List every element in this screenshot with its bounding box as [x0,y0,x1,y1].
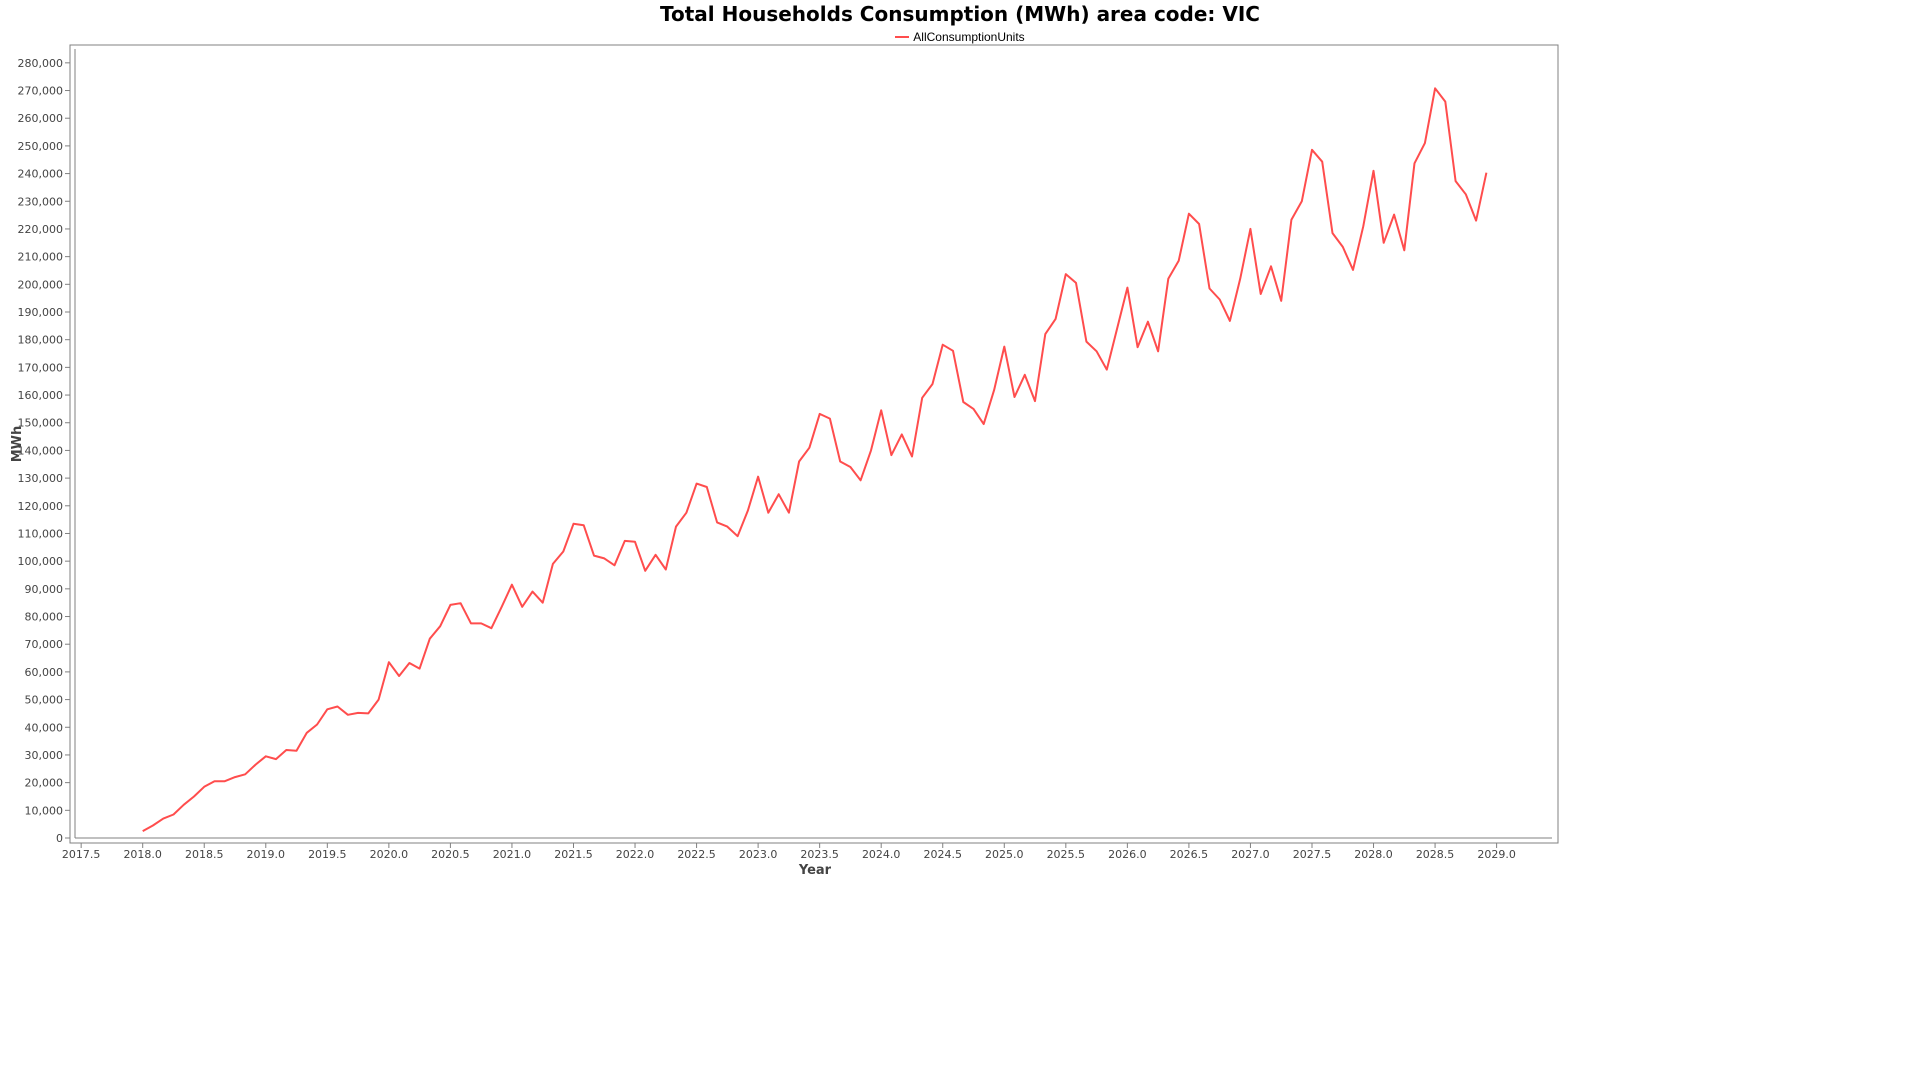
y-tick-label: 20,000 [25,777,64,790]
y-tick-label: 170,000 [18,361,64,374]
y-tick-label: 250,000 [18,140,64,153]
y-tick-label: 70,000 [25,638,64,651]
x-tick-label: 2023.5 [800,848,839,861]
x-axis-title: Year [798,863,832,878]
y-axis: 0 10,000 20,000 30,000 40,000 50,000 60,000 70,… [18,57,70,845]
x-tick-label: 2028.0 [1354,848,1393,861]
x-tick-label: 2020.0 [370,848,409,861]
y-tick-label: 110,000 [18,527,64,540]
x-tick-label: 2022.0 [616,848,655,861]
y-tick-label: 100,000 [18,555,64,568]
y-tick-label: 190,000 [18,306,64,319]
x-tick-label: 2020.5 [431,848,470,861]
y-tick-label: 50,000 [25,694,64,707]
x-tick-label: 2019.0 [247,848,286,861]
y-tick-label: 140,000 [18,444,64,457]
legend-label: AllConsumptionUnits [913,29,1025,44]
x-tick-label: 2022.5 [677,848,716,861]
y-tick-label: 10,000 [25,804,64,817]
x-tick-label: 2021.5 [554,848,593,861]
x-tick-label: 2026.5 [1170,848,1209,861]
x-tick-label: 2026.0 [1108,848,1147,861]
legend: AllConsumptionUnits [0,29,1920,44]
x-tick-label: 2021.0 [493,848,532,861]
y-tick-label: 60,000 [25,666,64,679]
x-axis: 2017.5 2018.0 2018.5 2019.0 2019.5 2020.0 2020… [62,843,1516,861]
x-tick-label: 2025.5 [1047,848,1086,861]
y-tick-label: 280,000 [18,57,64,70]
y-tick-label: 270,000 [18,85,64,98]
y-tick-label: 80,000 [25,611,64,624]
x-tick-label: 2024.0 [862,848,901,861]
x-tick-label: 2024.5 [923,848,962,861]
y-tick-label: 90,000 [25,583,64,596]
y-tick-label: 240,000 [18,168,64,181]
y-tick-label: 150,000 [18,417,64,430]
y-tick-label: 230,000 [18,195,64,208]
y-tick-label: 160,000 [18,389,64,402]
x-tick-label: 2019.5 [308,848,347,861]
y-axis-title: MWh [10,426,25,463]
y-tick-label: 120,000 [18,500,64,513]
x-tick-label: 2028.5 [1416,848,1455,861]
x-tick-label: 2027.0 [1231,848,1270,861]
y-tick-label: 210,000 [18,251,64,264]
series-line [142,87,1488,832]
x-tick-label: 2029.0 [1477,848,1516,861]
y-tick-label: 260,000 [18,112,64,125]
y-tick-label: 0 [56,832,63,845]
y-tick-label: 220,000 [18,223,64,236]
chart-title: Total Households Consumption (MWh) area … [660,2,1260,26]
y-tick-label: 30,000 [25,749,64,762]
y-tick-label: 180,000 [18,334,64,347]
legend-line-icon [895,35,910,38]
x-tick-label: 2023.0 [739,848,778,861]
x-tick-label: 2017.5 [62,848,101,861]
y-tick-label: 40,000 [25,721,64,734]
x-tick-label: 2025.0 [985,848,1024,861]
x-tick-label: 2027.5 [1293,848,1332,861]
x-tick-label: 2018.0 [123,848,162,861]
x-tick-label: 2018.5 [185,848,224,861]
plot-frame [69,44,1559,844]
y-tick-label: 130,000 [18,472,64,485]
y-tick-label: 200,000 [18,278,64,291]
